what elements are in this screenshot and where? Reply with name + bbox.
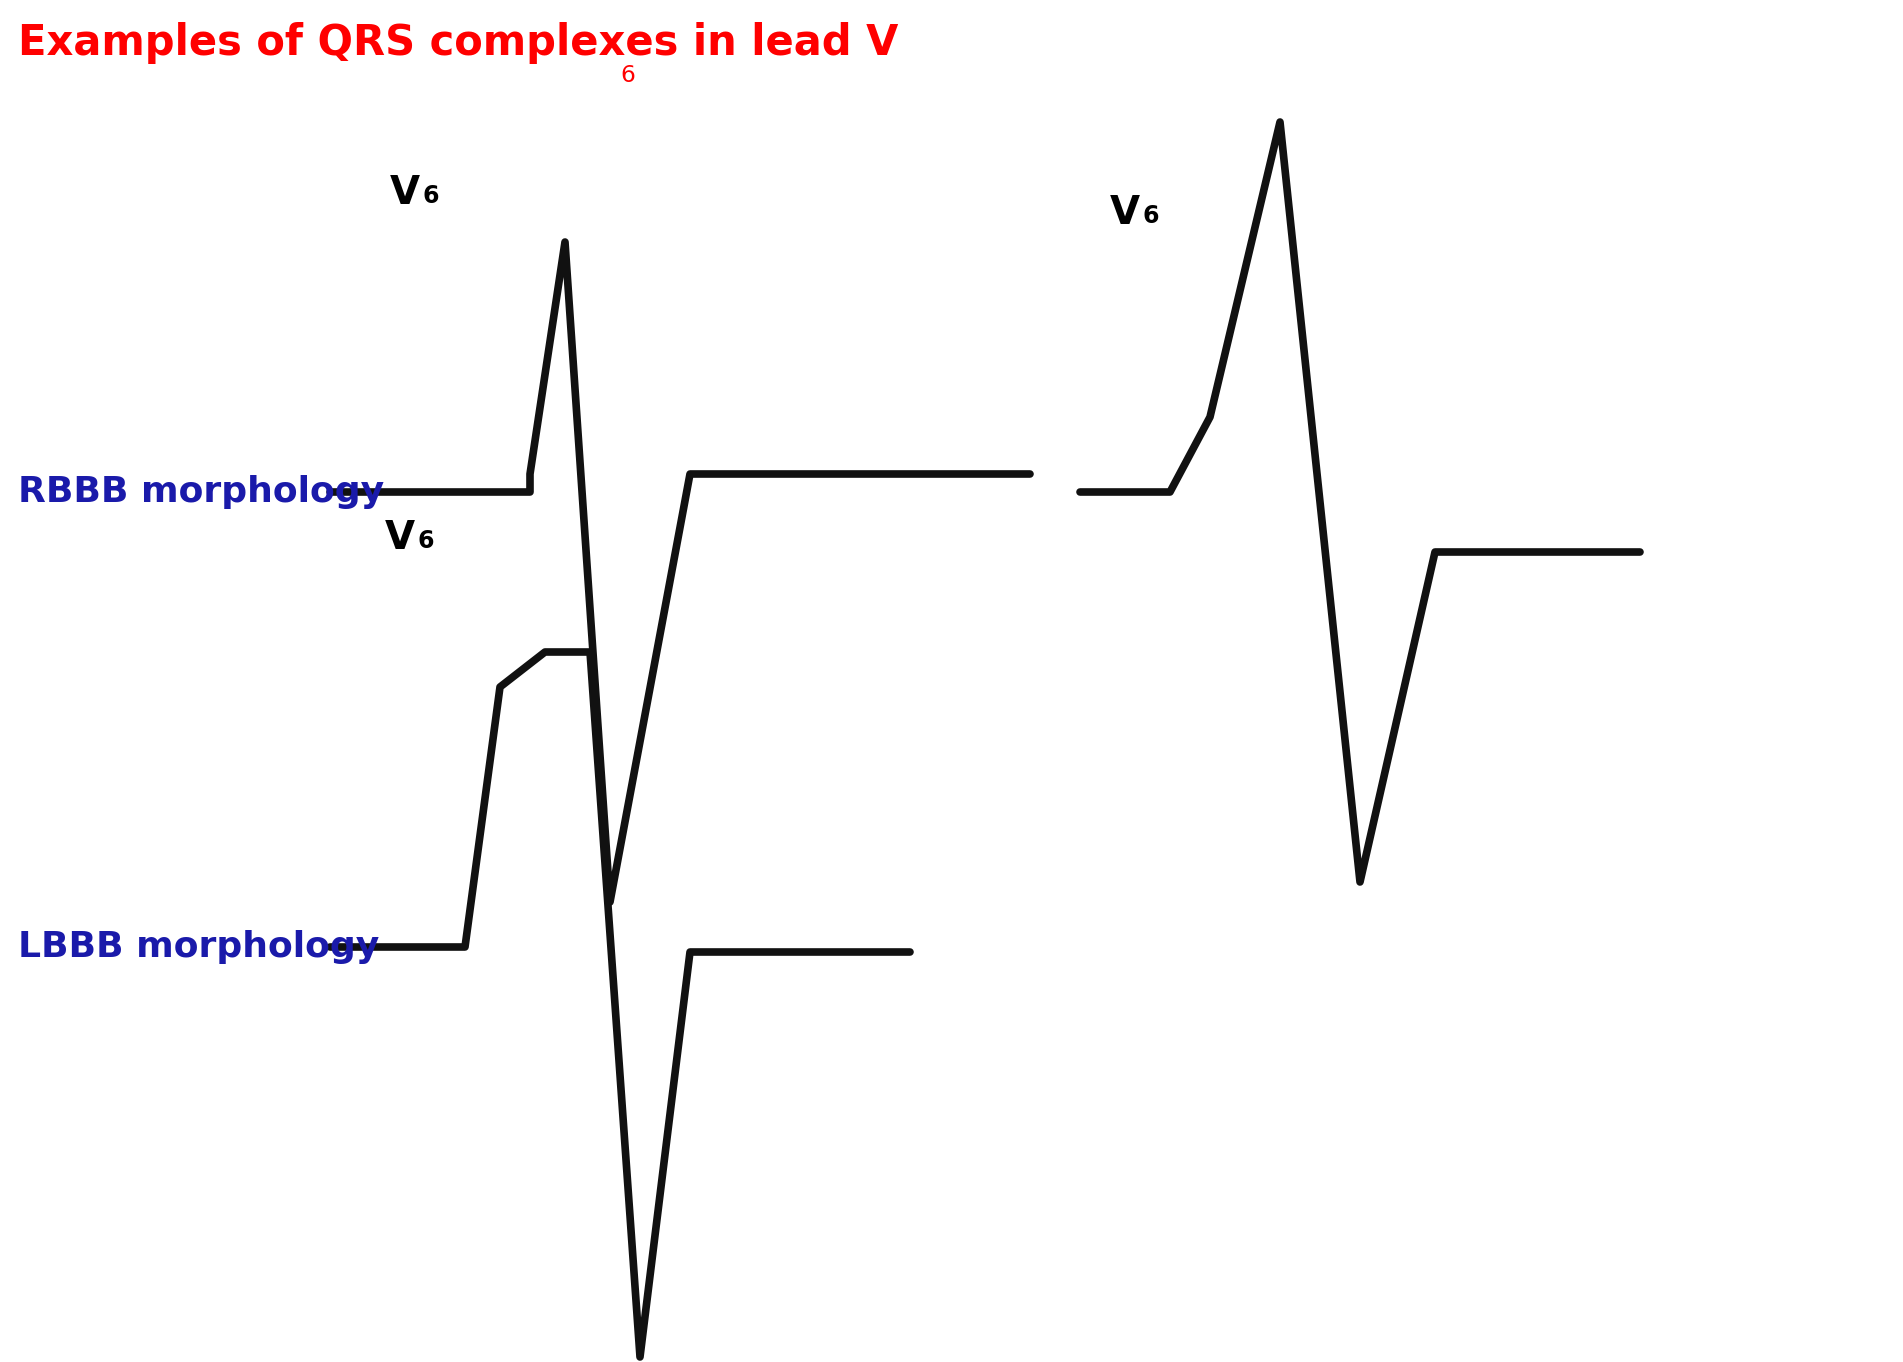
Text: 6: 6 — [1142, 204, 1159, 227]
Text: Examples of QRS complexes in lead V: Examples of QRS complexes in lead V — [17, 22, 898, 64]
Text: 6: 6 — [417, 528, 434, 553]
Text: 6: 6 — [422, 184, 440, 208]
Text: $_6$: $_6$ — [620, 52, 636, 84]
Text: LBBB morphology: LBBB morphology — [17, 930, 379, 964]
Text: V: V — [384, 519, 415, 557]
Text: V: V — [390, 174, 421, 212]
Text: V: V — [1109, 193, 1140, 232]
Text: RBBB morphology: RBBB morphology — [17, 475, 384, 509]
